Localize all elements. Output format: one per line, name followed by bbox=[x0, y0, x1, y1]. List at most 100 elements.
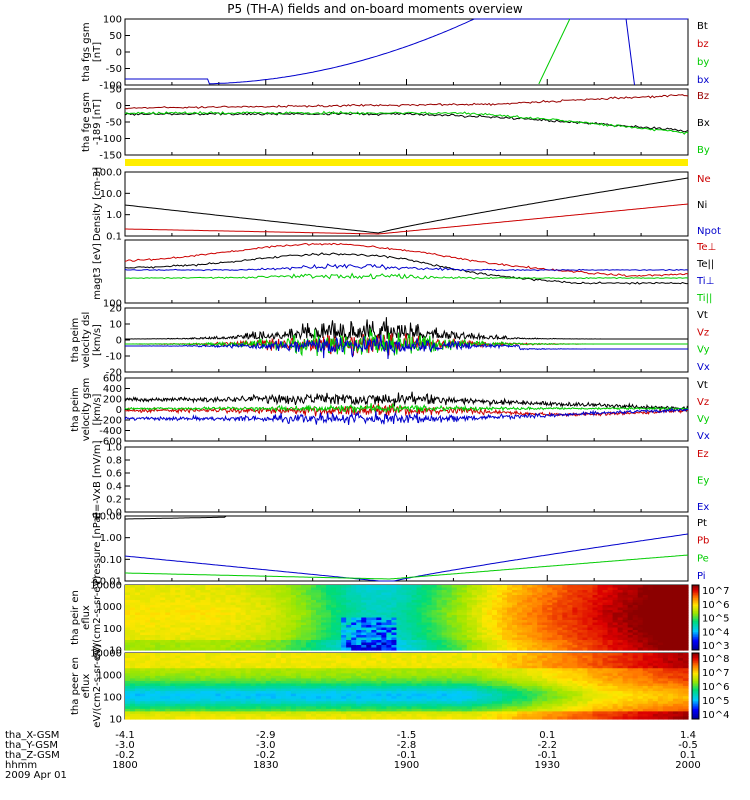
peir-spectrogram-cell bbox=[436, 605, 443, 609]
peer-spectrogram-cell bbox=[326, 675, 332, 679]
peir-spectrogram-cell bbox=[331, 620, 337, 624]
peir-spectrogram-cell bbox=[537, 602, 543, 606]
peer-spectrogram-cell bbox=[265, 701, 272, 705]
peir-spectrogram-cell bbox=[175, 642, 181, 646]
peer-spectrogram-cell bbox=[150, 658, 156, 662]
peir-spectrogram-cell bbox=[210, 632, 217, 636]
peer-spectrogram-cell bbox=[270, 696, 277, 700]
peir-spectrogram-cell bbox=[275, 585, 282, 589]
peer-spectrogram-cell bbox=[280, 713, 287, 718]
peer-spectrogram-cell bbox=[290, 670, 297, 674]
peer-spectrogram-cell bbox=[190, 696, 196, 700]
peer-spectrogram-cell bbox=[135, 686, 141, 690]
peir-spectrogram-cell bbox=[300, 610, 307, 614]
peir-spectrogram-cell bbox=[285, 635, 292, 639]
peir-spectrogram-cell bbox=[220, 607, 227, 611]
peir-spectrogram-cell bbox=[351, 625, 357, 629]
peer-spectrogram-cell bbox=[361, 673, 367, 677]
ytick-label: -10 bbox=[106, 352, 122, 363]
peir-spectrogram-cell bbox=[165, 605, 171, 609]
peer-spectrogram-cell bbox=[235, 663, 242, 667]
peir-spectrogram-cell bbox=[175, 605, 181, 609]
peer-spectrogram-cell bbox=[351, 711, 357, 715]
peir-spectrogram-cell bbox=[240, 590, 247, 594]
peer-spectrogram-cell bbox=[260, 686, 267, 690]
peir-spectrogram-cell bbox=[341, 592, 347, 596]
peer-spectrogram-cell bbox=[436, 683, 443, 687]
peer-spectrogram-cell bbox=[290, 668, 297, 672]
peer-spectrogram-cell bbox=[426, 658, 433, 662]
peir-spectrogram-cell bbox=[165, 587, 171, 591]
peir-spectrogram-cell bbox=[431, 647, 438, 651]
peir-spectrogram-cell bbox=[356, 585, 362, 589]
peer-spectrogram-cell bbox=[305, 716, 312, 720]
peir-spectrogram-cell bbox=[572, 637, 579, 641]
peir-spectrogram-cell bbox=[145, 630, 151, 634]
peir-spectrogram-cell bbox=[532, 630, 538, 634]
peir-spectrogram-cell bbox=[582, 610, 589, 614]
peir-spectrogram-cell bbox=[376, 605, 382, 609]
peir-spectrogram-cell bbox=[677, 647, 684, 651]
peer-spectrogram-cell bbox=[441, 686, 448, 690]
peer-spectrogram-cell bbox=[170, 693, 176, 697]
peir-spectrogram-cell bbox=[592, 645, 599, 649]
peir-spectrogram-cell bbox=[682, 642, 689, 646]
peer-spectrogram-cell bbox=[300, 670, 307, 674]
peir-spectrogram-cell bbox=[401, 617, 408, 621]
peer-spectrogram-cell bbox=[210, 686, 217, 690]
peir-spectrogram-cell bbox=[225, 637, 232, 641]
peer-spectrogram-cell bbox=[451, 678, 458, 682]
peer-spectrogram-cell bbox=[406, 670, 413, 674]
peir-spectrogram-cell bbox=[160, 625, 166, 629]
peir-spectrogram-cell bbox=[391, 595, 398, 599]
peer-spectrogram-cell bbox=[295, 688, 302, 692]
peer-spectrogram-cell bbox=[180, 693, 186, 697]
peir-spectrogram-cell bbox=[416, 590, 423, 594]
peer-spectrogram-cell bbox=[426, 670, 433, 674]
peer-spectrogram-cell bbox=[215, 655, 222, 659]
peer-spectrogram-cell bbox=[456, 683, 463, 687]
peir-spectrogram-cell bbox=[481, 610, 488, 614]
peer-spectrogram-cell bbox=[175, 686, 181, 690]
peer-spectrogram-cell bbox=[376, 680, 382, 685]
peer-spectrogram-cell bbox=[391, 653, 398, 657]
peir-spectrogram-cell bbox=[471, 595, 478, 599]
peer-spectrogram-cell bbox=[376, 670, 382, 674]
peer-spectrogram-cell bbox=[295, 693, 302, 697]
peir-spectrogram-cell bbox=[517, 627, 523, 631]
peir-spectrogram-cell bbox=[175, 590, 181, 594]
peir-spectrogram-cell bbox=[260, 597, 267, 601]
peer-spectrogram-cell bbox=[260, 653, 267, 657]
peer-spectrogram-cell bbox=[185, 678, 191, 682]
peir-spectrogram-cell bbox=[130, 615, 136, 619]
peir-spectrogram-cell bbox=[275, 627, 282, 631]
peir-spectrogram-cell bbox=[431, 595, 438, 599]
peer-spectrogram-cell bbox=[285, 698, 292, 702]
peir-spectrogram-cell bbox=[607, 615, 614, 619]
peir-spectrogram-cell bbox=[612, 630, 619, 634]
peir-spectrogram-cell bbox=[310, 637, 317, 641]
peer-spectrogram-cell bbox=[305, 686, 312, 690]
peer-spectrogram-cell bbox=[341, 698, 347, 702]
peer-spectrogram-cell bbox=[446, 711, 453, 715]
peer-spectrogram-cell bbox=[366, 706, 372, 710]
peir-spectrogram-cell bbox=[466, 585, 473, 589]
peir-spectrogram-cell bbox=[436, 622, 443, 626]
peir-spectrogram-cell bbox=[356, 645, 362, 649]
peer-spectrogram-cell bbox=[260, 716, 267, 720]
peir-spectrogram-cell bbox=[235, 592, 242, 596]
peer-spectrogram-cell bbox=[210, 706, 217, 710]
peir-spectrogram-cell bbox=[326, 640, 332, 644]
peir-spectrogram-cell bbox=[245, 635, 252, 639]
peir-spectrogram-cell bbox=[270, 642, 277, 646]
peer-spectrogram-cell bbox=[230, 683, 237, 687]
peer-spectrogram-cell bbox=[396, 678, 403, 682]
peer-spectrogram-cell bbox=[135, 688, 141, 692]
peir-spectrogram-cell bbox=[652, 632, 659, 636]
peir-spectrogram-cell bbox=[622, 622, 629, 626]
peir-spectrogram-cell bbox=[517, 612, 523, 616]
peer-spectrogram-cell bbox=[441, 655, 448, 659]
peir-spectrogram-cell bbox=[401, 612, 408, 616]
peir-spectrogram-cell bbox=[336, 610, 342, 614]
peer-spectrogram-cell bbox=[406, 706, 413, 710]
